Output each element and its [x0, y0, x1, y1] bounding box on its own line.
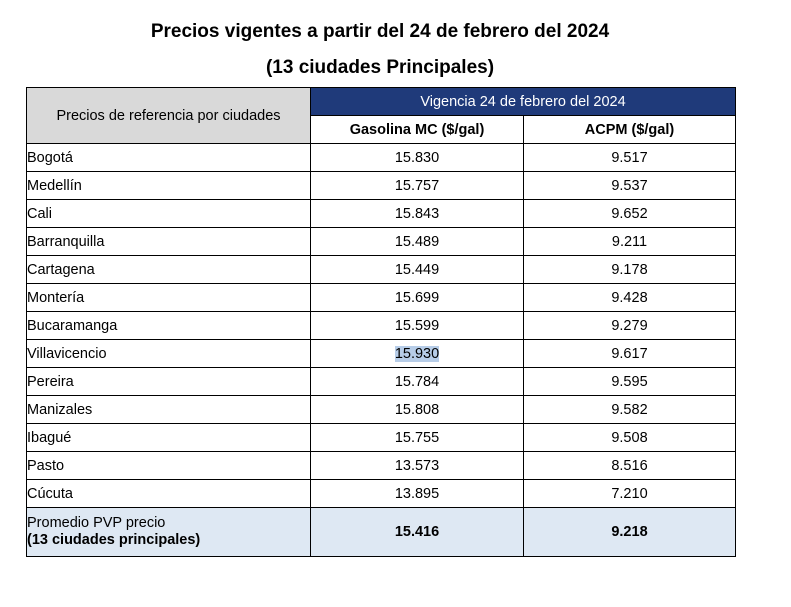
city-cell: Medellín	[26, 171, 311, 200]
table-row: Pereira 15.784 9.595	[26, 367, 736, 396]
page-title: Precios vigentes a partir del 24 de febr…	[0, 14, 760, 86]
table-row: Bogotá 15.830 9.517	[26, 143, 736, 172]
table-row: Pasto 13.573 8.516	[26, 451, 736, 480]
acpm-cell: 9.537	[523, 171, 736, 200]
table-row: Cartagena 15.449 9.178	[26, 255, 736, 284]
selected-text[interactable]: 15.930	[394, 345, 440, 362]
table-row: Manizales 15.808 9.582	[26, 395, 736, 424]
table-row: Villavicencio 15.930 9.617	[26, 339, 736, 368]
gasolina-cell: 15.755	[310, 423, 524, 452]
table-row: Montería 15.699 9.428	[26, 283, 736, 312]
vigencia-header: Vigencia 24 de febrero del 2024	[310, 87, 736, 116]
acpm-cell: 9.508	[523, 423, 736, 452]
city-cell: Manizales	[26, 395, 311, 424]
gasolina-cell: 15.784	[310, 367, 524, 396]
gasolina-cell: 15.843	[310, 199, 524, 228]
gasolina-cell: 15.699	[310, 283, 524, 312]
acpm-cell: 9.178	[523, 255, 736, 284]
city-cell: Barranquilla	[26, 227, 311, 256]
city-cell: Bogotá	[26, 143, 311, 172]
table-row: Cúcuta 13.895 7.210	[26, 479, 736, 508]
city-cell: Pasto	[26, 451, 311, 480]
average-label-cell: Promedio PVP precio (13 ciudades princip…	[26, 507, 311, 557]
table-row: Barranquilla 15.489 9.211	[26, 227, 736, 256]
city-cell: Pereira	[26, 367, 311, 396]
gasolina-cell: 15.830	[310, 143, 524, 172]
price-table: Precios de referencia por ciudades Vigen…	[26, 87, 736, 557]
average-label-line-1: Promedio PVP precio	[27, 515, 166, 531]
gasolina-cell: 13.895	[310, 479, 524, 508]
acpm-column-header: ACPM ($/gal)	[523, 115, 736, 144]
gasolina-cell: 15.757	[310, 171, 524, 200]
table-row: Cali 15.843 9.652	[26, 199, 736, 228]
average-label-line-2: (13 ciudades principales)	[27, 532, 201, 548]
acpm-cell: 9.428	[523, 283, 736, 312]
title-line-1: Precios vigentes a partir del 24 de febr…	[150, 21, 610, 42]
acpm-cell: 9.279	[523, 311, 736, 340]
gasolina-cell: 15.808	[310, 395, 524, 424]
city-cell: Cúcuta	[26, 479, 311, 508]
average-row: Promedio PVP precio (13 ciudades princip…	[26, 507, 736, 557]
acpm-cell: 9.617	[523, 339, 736, 368]
gasolina-cell[interactable]: 15.930	[310, 339, 524, 368]
city-cell: Cartagena	[26, 255, 311, 284]
average-acpm-cell: 9.218	[523, 507, 736, 557]
acpm-cell: 7.210	[523, 479, 736, 508]
acpm-cell: 8.516	[523, 451, 736, 480]
gasolina-column-header: Gasolina MC ($/gal)	[310, 115, 524, 144]
acpm-cell: 9.517	[523, 143, 736, 172]
acpm-cell: 9.211	[523, 227, 736, 256]
table-row: Bucaramanga 15.599 9.279	[26, 311, 736, 340]
gasolina-cell: 13.573	[310, 451, 524, 480]
city-cell: Villavicencio	[26, 339, 311, 368]
gasolina-cell: 15.599	[310, 311, 524, 340]
gasolina-cell: 15.489	[310, 227, 524, 256]
table-row: Medellín 15.757 9.537	[26, 171, 736, 200]
acpm-cell: 9.582	[523, 395, 736, 424]
city-cell: Bucaramanga	[26, 311, 311, 340]
city-cell: Montería	[26, 283, 311, 312]
city-cell: Ibagué	[26, 423, 311, 452]
acpm-cell: 9.595	[523, 367, 736, 396]
table-row: Ibagué 15.755 9.508	[26, 423, 736, 452]
acpm-cell: 9.652	[523, 199, 736, 228]
city-cell: Cali	[26, 199, 311, 228]
gasolina-cell: 15.449	[310, 255, 524, 284]
reference-header: Precios de referencia por ciudades	[26, 87, 311, 144]
average-gasolina-cell: 15.416	[310, 507, 524, 557]
title-line-2: (13 ciudades Principales)	[265, 57, 495, 78]
